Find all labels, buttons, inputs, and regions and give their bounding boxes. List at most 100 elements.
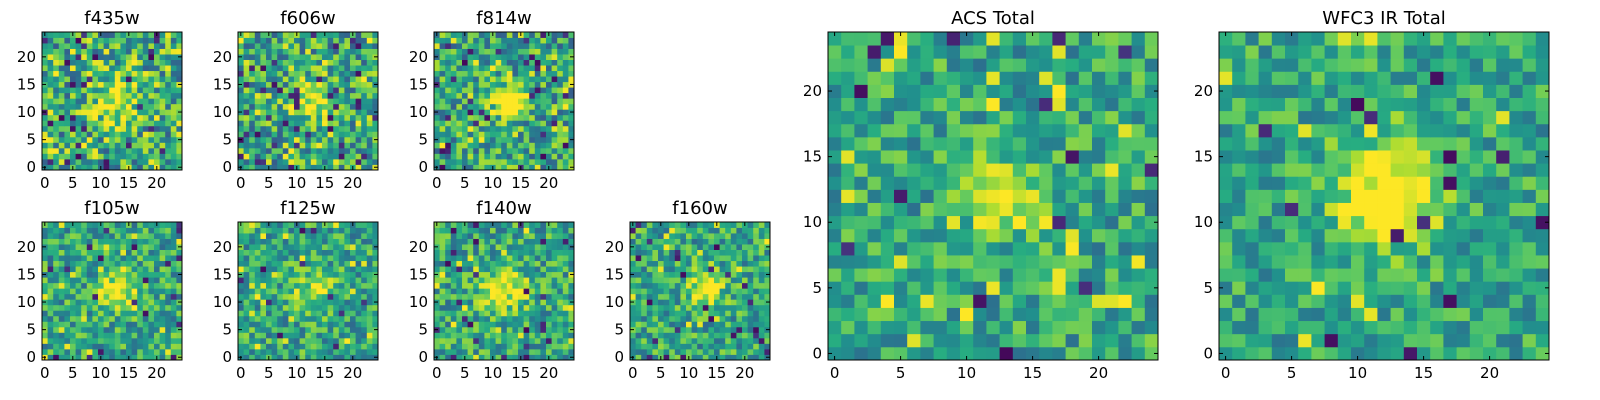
pixel-cell [75,321,82,328]
pixel-cell [47,304,54,311]
pixel-cell [277,310,284,317]
pixel-cell [81,87,88,94]
pixel-cell [484,238,491,245]
pixel-cell [529,326,536,333]
pixel-cell [708,293,715,300]
pixel-cell [114,103,121,110]
pixel-cell [484,37,491,44]
pixel-cell [277,343,284,350]
pixel-cell [305,326,312,333]
pixel-cell [551,32,558,38]
axes-frame [433,221,575,361]
pixel-cell [249,48,256,55]
pixel-cell [361,147,368,154]
pixel-cell [316,120,323,127]
pixel-cell [439,277,446,284]
pixel-cell [999,202,1014,217]
pixel-cell [920,163,934,177]
pixel-cell [165,153,172,160]
pixel-cell [714,348,720,355]
pixel-cell [271,271,278,278]
pixel-cell [282,282,289,289]
pixel-cell [260,114,267,121]
pixel-cell [126,337,132,344]
pixel-cell [568,304,575,311]
pixel-cell [1131,294,1146,308]
pixel-cell [854,215,868,230]
pixel-cell [249,315,256,322]
pixel-cell [719,304,726,311]
pixel-cell [551,260,558,267]
pixel-cell [109,32,116,38]
pixel-cell [310,109,317,116]
pixel-cell [333,326,340,333]
pixel-cell [159,147,166,154]
pixel-cell [176,321,183,328]
pixel-cell [137,299,144,306]
pixel-cell [562,260,569,267]
pixel-cell [249,76,256,83]
y-tick-label: 5 [614,321,624,339]
pixel-cell [551,343,558,350]
pixel-cell [310,233,317,239]
pixel-cell [344,76,351,83]
pixel-cell [271,244,278,250]
pixel-cell [473,310,480,317]
pixel-cell [58,142,65,149]
pixel-cell [473,321,480,328]
pixel-cell [277,293,284,300]
pixel-cell [501,288,508,295]
pixel-cell [344,147,351,154]
pixel-cell [120,354,127,361]
pixel-cell [58,147,65,154]
pixel-cell [170,158,177,165]
y-tick-label: 0 [614,348,624,366]
pixel-cell [366,158,373,165]
y-tick-label: 20 [17,48,36,66]
pixel-cell [456,120,463,127]
pixel-cell [986,163,1000,177]
pixel-cell [277,153,284,160]
pixel-cell [372,249,379,256]
pixel-cell [288,125,295,132]
pixel-cell [294,238,300,245]
pixel-cell [999,215,1014,230]
pixel-cell [288,233,295,239]
pixel-cell [361,238,368,245]
pixel-cell [456,59,463,66]
pixel-cell [506,76,513,83]
pixel-cell [288,120,295,127]
pixel-cell [299,282,306,289]
pixel-cell [344,65,351,72]
pixel-cell [518,277,524,284]
pixel-cell [366,125,373,132]
pixel-cell [170,114,177,121]
pixel-cell [103,266,110,273]
pixel-cell [529,92,536,99]
pixel-cell [484,98,491,105]
pixel-cell [495,164,502,171]
pixel-cell [372,103,379,110]
pixel-cell [490,326,496,333]
pixel-cell [75,260,82,267]
pixel-cell [512,131,519,138]
pixel-cell [350,233,356,239]
pixel-cell [894,228,908,243]
pixel-cell [142,266,149,273]
pixel-cell [148,131,155,138]
pixel-cell [142,43,149,49]
y-tick-label: 20 [605,238,624,256]
pixel-cell [254,293,261,300]
pixel-cell [338,343,345,350]
pixel-cell [86,120,93,127]
pixel-cell [277,354,284,361]
pixel-cell [75,222,82,228]
pixel-cell [322,54,328,60]
pixel-cell [946,307,961,322]
pixel-cell [828,241,842,256]
pixel-cell [557,131,564,138]
pixel-cell [529,136,536,143]
pixel-cell [238,266,244,273]
pixel-cell [725,244,732,250]
pixel-cell [529,321,536,328]
